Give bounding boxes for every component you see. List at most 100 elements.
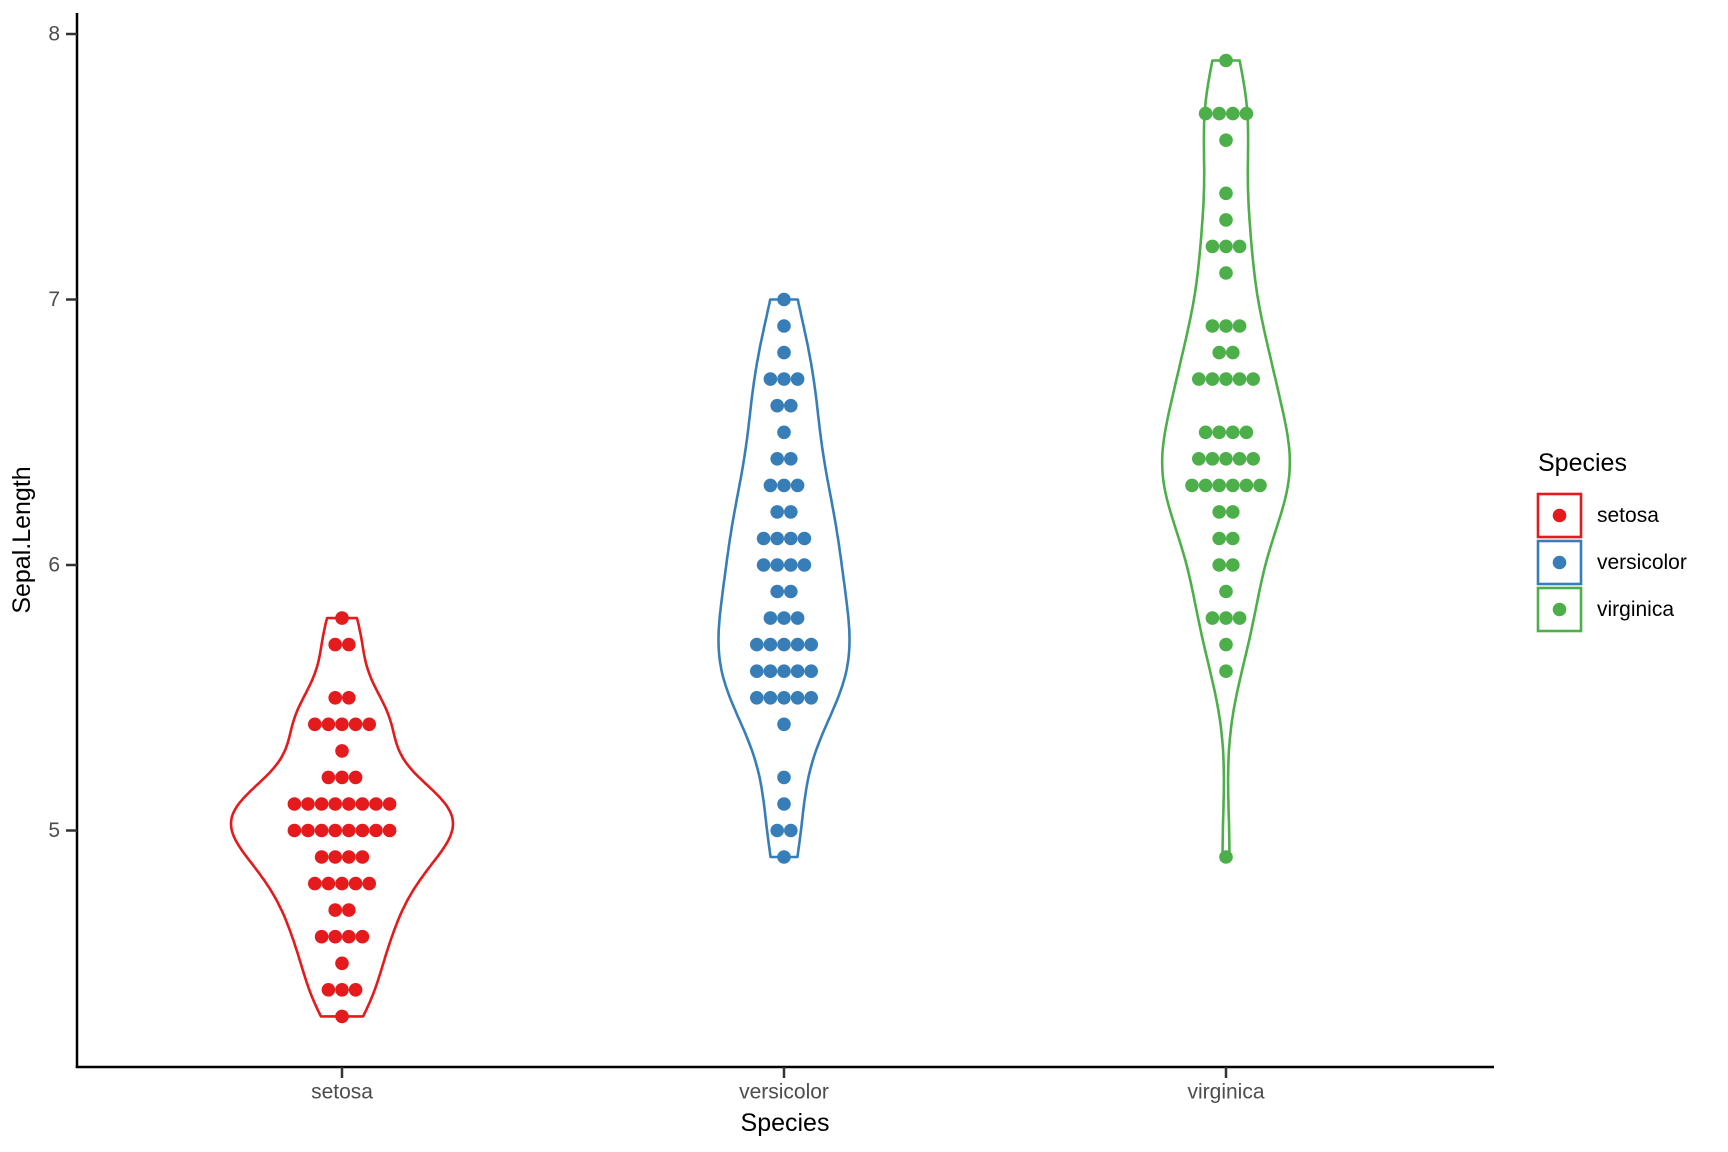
data-point-dot-virginica bbox=[1205, 452, 1220, 466]
data-point-dot-virginica bbox=[1212, 558, 1226, 572]
data-point-dot-virginica bbox=[1219, 53, 1233, 68]
data-point-dot-virginica bbox=[1219, 186, 1233, 201]
data-point-dot-versicolor bbox=[784, 823, 798, 838]
data-point-dot-versicolor bbox=[784, 505, 798, 519]
data-point-dot-setosa bbox=[348, 717, 363, 732]
data-point-dot-versicolor bbox=[763, 664, 778, 678]
data-point-dot-versicolor bbox=[770, 505, 784, 519]
data-point-dot-versicolor bbox=[763, 637, 778, 652]
data-point-dot-setosa bbox=[321, 983, 336, 997]
data-point-dot-versicolor bbox=[790, 664, 805, 678]
y-tick-label: 7 bbox=[48, 288, 60, 311]
data-point-dot-versicolor bbox=[804, 637, 818, 652]
x-tick-label: versicolor bbox=[739, 1081, 829, 1104]
data-point-dot-virginica bbox=[1246, 452, 1260, 466]
data-point-dot-versicolor bbox=[777, 425, 791, 440]
data-point-dot-setosa bbox=[314, 797, 329, 811]
data-point-dot-versicolor bbox=[770, 452, 784, 466]
data-point-dot-versicolor bbox=[770, 531, 784, 546]
data-point-dot-virginica bbox=[1219, 266, 1233, 280]
data-point-dot-setosa bbox=[328, 637, 343, 652]
data-point-dot-setosa bbox=[342, 850, 356, 864]
x-tick-label: setosa bbox=[311, 1081, 373, 1104]
data-point-dot-setosa bbox=[342, 823, 356, 838]
data-point-dot-versicolor bbox=[804, 691, 818, 705]
data-point-dot-setosa bbox=[335, 876, 349, 891]
data-point-dot-setosa bbox=[308, 876, 322, 891]
data-point-dot-versicolor bbox=[790, 372, 805, 386]
data-point-dot-virginica bbox=[1205, 611, 1220, 625]
data-point-dot-virginica bbox=[1212, 505, 1226, 519]
data-point-dot-virginica bbox=[1232, 452, 1247, 466]
data-point-dot-setosa bbox=[287, 823, 302, 838]
violin-outline-virginica bbox=[1160, 59, 1292, 859]
data-point-dot-versicolor bbox=[756, 558, 771, 572]
data-point-dot-virginica bbox=[1212, 531, 1226, 546]
violin-outline-versicolor bbox=[717, 298, 851, 859]
data-point-dot-versicolor bbox=[750, 664, 764, 678]
data-point-dot-setosa bbox=[335, 956, 349, 971]
data-point-dot-setosa bbox=[342, 797, 356, 811]
data-point-dot-virginica bbox=[1239, 478, 1254, 493]
x-axis-title: Species bbox=[741, 1109, 830, 1137]
data-point-dot-virginica bbox=[1219, 239, 1233, 254]
data-point-dot-virginica bbox=[1246, 372, 1260, 386]
legend-item-virginica: virginica bbox=[1536, 586, 1674, 633]
data-point-dot-versicolor bbox=[770, 398, 784, 413]
data-point-dot-virginica bbox=[1226, 345, 1240, 360]
legend-key-dot bbox=[1552, 602, 1567, 617]
data-point-dot-versicolor bbox=[770, 558, 784, 572]
data-point-dot-virginica bbox=[1219, 372, 1233, 386]
legend-item-setosa: setosa bbox=[1536, 492, 1659, 539]
data-point-dot-setosa bbox=[335, 611, 349, 625]
legend-title: Species bbox=[1538, 449, 1627, 477]
data-point-dot-versicolor bbox=[784, 558, 798, 572]
legend-item-label: setosa bbox=[1597, 504, 1659, 527]
data-point-dot-versicolor bbox=[797, 531, 812, 546]
data-point-dot-setosa bbox=[287, 797, 302, 811]
data-point-dot-versicolor bbox=[777, 478, 791, 493]
legend-item-label: virginica bbox=[1597, 598, 1674, 621]
data-point-dot-setosa bbox=[348, 983, 363, 997]
data-point-dot-virginica bbox=[1205, 319, 1220, 333]
data-point-dot-setosa bbox=[355, 823, 370, 838]
data-point-dot-virginica bbox=[1212, 425, 1226, 440]
data-point-dot-setosa bbox=[301, 797, 315, 811]
data-point-dot-virginica bbox=[1219, 213, 1233, 227]
data-point-dot-versicolor bbox=[777, 691, 791, 705]
data-point-dot-virginica bbox=[1198, 478, 1213, 493]
data-point-dot-setosa bbox=[382, 823, 397, 838]
legend: Species setosa versicolor virginica bbox=[1536, 449, 1687, 633]
data-point-dot-versicolor bbox=[756, 531, 771, 546]
data-point-dot-versicolor bbox=[770, 823, 784, 838]
data-point-dot-versicolor bbox=[777, 770, 791, 785]
data-point-dot-setosa bbox=[335, 770, 349, 785]
data-point-dot-virginica bbox=[1212, 106, 1226, 121]
data-point-dot-setosa bbox=[342, 691, 356, 705]
data-point-dot-setosa bbox=[301, 823, 315, 838]
data-point-dot-virginica bbox=[1219, 664, 1233, 678]
legend-item-versicolor: versicolor bbox=[1536, 539, 1687, 586]
data-point-dot-virginica bbox=[1219, 637, 1233, 652]
data-point-dot-virginica bbox=[1232, 319, 1247, 333]
data-point-dot-setosa bbox=[314, 929, 329, 944]
data-point-dot-versicolor bbox=[804, 664, 818, 678]
data-point-dot-virginica bbox=[1212, 345, 1226, 360]
data-point-dot-setosa bbox=[335, 744, 349, 758]
data-point-dot-virginica bbox=[1232, 372, 1247, 386]
data-point-dot-versicolor bbox=[777, 797, 791, 811]
data-point-dot-virginica bbox=[1226, 558, 1240, 572]
x-tick-label: virginica bbox=[1187, 1081, 1264, 1104]
data-point-dot-versicolor bbox=[763, 611, 778, 625]
data-point-dot-setosa bbox=[328, 903, 343, 917]
data-point-dot-setosa bbox=[321, 876, 336, 891]
data-point-dot-versicolor bbox=[784, 398, 798, 413]
legend-key-dot bbox=[1552, 508, 1567, 523]
data-point-dot-versicolor bbox=[770, 584, 784, 599]
data-point-dot-setosa bbox=[355, 797, 370, 811]
data-point-dot-virginica bbox=[1219, 319, 1233, 333]
data-point-dot-versicolor bbox=[777, 372, 791, 386]
data-point-dot-versicolor bbox=[797, 558, 812, 572]
data-point-dot-setosa bbox=[321, 717, 336, 732]
